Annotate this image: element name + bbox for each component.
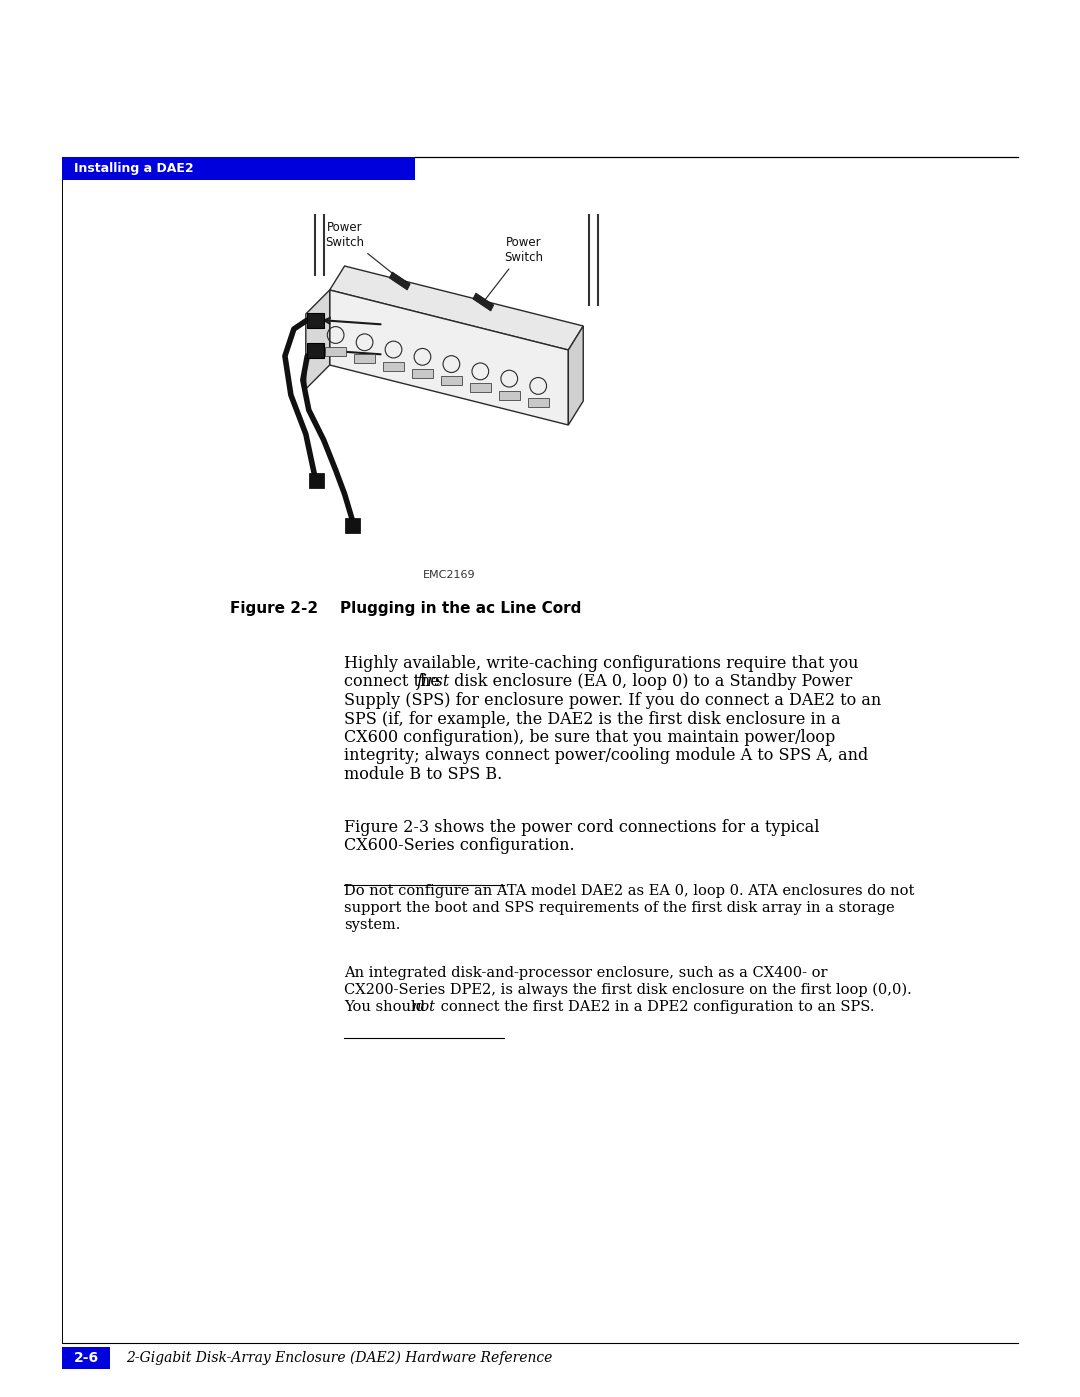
Text: Power
Switch: Power Switch — [485, 236, 543, 300]
Text: SPS (if, for example, the DAE2 is the first disk enclosure in a: SPS (if, for example, the DAE2 is the fi… — [345, 711, 840, 728]
Bar — [308, 313, 324, 327]
Bar — [345, 518, 360, 534]
Text: support the boot and SPS requirements of the first disk array in a storage: support the boot and SPS requirements of… — [345, 901, 894, 915]
Bar — [308, 342, 324, 358]
Polygon shape — [329, 291, 568, 425]
Polygon shape — [306, 291, 329, 388]
Text: Do not configure an ATA model DAE2 as EA 0, loop 0. ATA enclosures do not: Do not configure an ATA model DAE2 as EA… — [345, 884, 915, 898]
Bar — [62, 156, 415, 180]
Text: Figure 2-3 shows the power cord connections for a typical: Figure 2-3 shows the power cord connecti… — [345, 819, 820, 835]
Text: CX600 configuration), be sure that you maintain power/loop: CX600 configuration), be sure that you m… — [345, 729, 835, 746]
Text: Plugging in the ac Line Cord: Plugging in the ac Line Cord — [340, 601, 581, 616]
Bar — [499, 391, 519, 400]
Polygon shape — [389, 272, 410, 291]
Text: 2-Gigabit Disk-Array Enclosure (DAE2) Hardware Reference: 2-Gigabit Disk-Array Enclosure (DAE2) Ha… — [126, 1351, 552, 1365]
Text: not: not — [411, 1000, 436, 1014]
Text: Figure 2-2: Figure 2-2 — [230, 601, 319, 616]
Text: first: first — [417, 673, 450, 690]
Bar — [470, 383, 490, 393]
Text: Supply (SPS) for enclosure power. If you do connect a DAE2 to an: Supply (SPS) for enclosure power. If you… — [345, 692, 881, 710]
Text: Installing a DAE2: Installing a DAE2 — [75, 162, 193, 175]
Text: 2-6: 2-6 — [73, 1351, 98, 1365]
Polygon shape — [568, 326, 583, 425]
Bar — [62, 1347, 110, 1369]
Text: An integrated disk-and-processor enclosure, such as a CX400- or: An integrated disk-and-processor enclosu… — [345, 965, 827, 981]
Text: system.: system. — [345, 918, 401, 932]
Text: EMC2169: EMC2169 — [422, 570, 475, 580]
Text: CX600-Series configuration.: CX600-Series configuration. — [345, 837, 575, 855]
Text: Highly available, write-caching configurations require that you: Highly available, write-caching configur… — [345, 655, 859, 672]
Bar — [383, 362, 404, 370]
Bar — [354, 355, 375, 363]
Text: You should: You should — [345, 1000, 430, 1014]
Text: CX200-Series DPE2, is always the first disk enclosure on the first loop (0,0).: CX200-Series DPE2, is always the first d… — [345, 982, 912, 997]
Text: disk enclosure (EA 0, loop 0) to a Standby Power: disk enclosure (EA 0, loop 0) to a Stand… — [449, 673, 852, 690]
Bar — [411, 369, 433, 377]
Polygon shape — [473, 293, 494, 312]
Text: integrity; always connect power/cooling module A to SPS A, and: integrity; always connect power/cooling … — [345, 747, 868, 764]
Bar — [309, 474, 324, 488]
Text: Power
Switch: Power Switch — [325, 221, 396, 277]
Bar — [528, 398, 549, 407]
Text: connect the first DAE2 in a DPE2 configuration to an SPS.: connect the first DAE2 in a DPE2 configu… — [436, 1000, 875, 1014]
Text: module B to SPS B.: module B to SPS B. — [345, 766, 502, 782]
Text: connect the: connect the — [345, 673, 445, 690]
Polygon shape — [329, 265, 583, 351]
Bar — [441, 376, 462, 386]
Bar — [325, 346, 346, 356]
